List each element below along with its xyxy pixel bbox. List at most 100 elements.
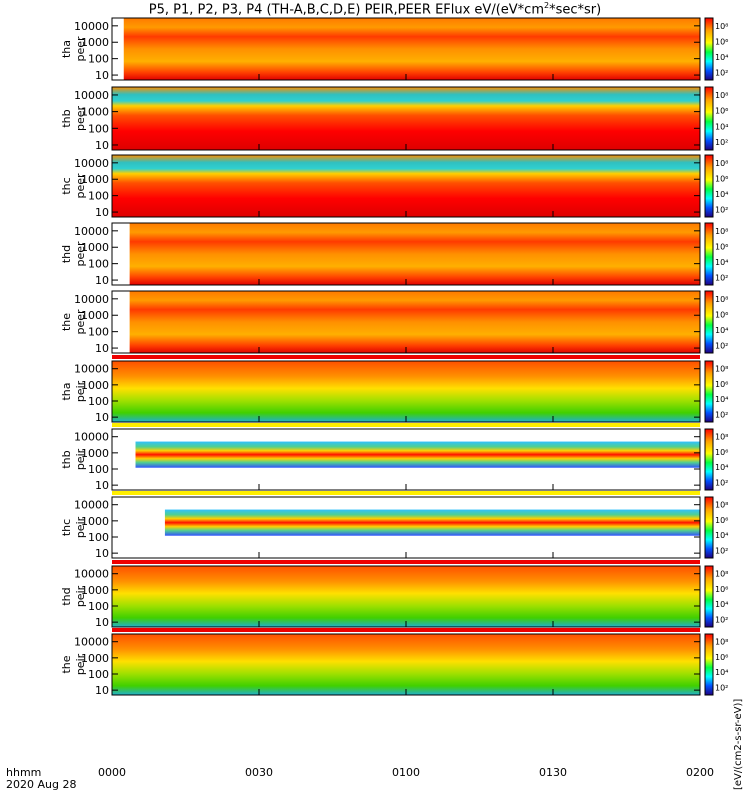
colorbar-tick-label: 10⁶ xyxy=(715,653,728,662)
colorbar-tick-label: 10⁶ xyxy=(715,380,728,389)
colorbar xyxy=(704,496,714,559)
y-tick-label: 10000 xyxy=(74,636,109,649)
colorbar xyxy=(704,360,714,423)
y-tick-label: 10 xyxy=(95,342,109,355)
panel-probe-label: thd xyxy=(60,245,73,263)
y-tick-label: 1000 xyxy=(81,652,109,665)
colorbar-tick-label: 10⁸ xyxy=(715,638,728,647)
y-tick-label: 1000 xyxy=(81,173,109,186)
colorbar-tick-label: 10⁸ xyxy=(715,295,728,304)
panel-probe-label: thb xyxy=(60,450,73,468)
colorbar xyxy=(704,428,714,491)
spectrogram-top-stripe xyxy=(112,628,700,632)
y-tick-label: 100 xyxy=(88,395,109,408)
colorbar-tick-label: 10⁸ xyxy=(715,227,728,236)
y-tick-label: 100 xyxy=(88,122,109,135)
colorbar-tick-label: 10⁶ xyxy=(715,310,728,319)
y-tick-label: 10000 xyxy=(74,363,109,376)
colorbar-tick-label: 10⁶ xyxy=(715,516,728,525)
y-tick-label: 100 xyxy=(88,531,109,544)
colorbar xyxy=(704,17,714,81)
x-tick-label: 0000 xyxy=(98,766,126,779)
y-tick-label: 100 xyxy=(88,190,109,203)
panel-product-label: peer xyxy=(74,241,87,267)
y-tick-label: 10 xyxy=(95,69,109,82)
y-tick-label: 1000 xyxy=(81,515,109,528)
panel-probe-label: thd xyxy=(60,587,73,605)
colorbar-tick-label: 10² xyxy=(715,341,728,350)
colorbar-tick-label: 10² xyxy=(715,68,728,77)
spectrogram-image xyxy=(112,634,700,695)
y-tick-label: 10 xyxy=(95,684,109,697)
y-tick-label: 10000 xyxy=(74,499,109,512)
panel-product-label: peer xyxy=(74,173,87,199)
colorbar-tick-label: 10² xyxy=(715,138,728,147)
spectrogram-image xyxy=(112,361,700,422)
y-tick-label: 100 xyxy=(88,258,109,271)
spectrogram-image xyxy=(112,87,700,150)
colorbar-tick-label: 10⁴ xyxy=(715,531,728,540)
panel-probe-label: thc xyxy=(60,519,73,536)
colorbar-tick-label: 10⁶ xyxy=(715,242,728,251)
colorbar-tick-label: 10⁸ xyxy=(715,365,728,374)
y-tick-label: 10 xyxy=(95,274,109,287)
panel-probe-label: the xyxy=(60,655,73,673)
colorbar xyxy=(704,222,714,286)
y-tick-label: 10000 xyxy=(74,568,109,581)
spectrogram-band xyxy=(164,509,701,536)
colorbar-tick-label: 10⁶ xyxy=(715,585,728,594)
panel-probe-label: the xyxy=(60,313,73,331)
y-tick-label: 1000 xyxy=(81,447,109,460)
colorbar-tick-label: 10⁶ xyxy=(715,37,728,46)
y-tick-label: 10000 xyxy=(74,225,109,238)
y-tick-label: 10000 xyxy=(74,157,109,170)
colorbar-tick-label: 10⁴ xyxy=(715,463,728,472)
colorbar-tick-label: 10² xyxy=(715,273,728,282)
colorbar-tick-label: 10⁸ xyxy=(715,91,728,100)
y-tick-label: 10 xyxy=(95,411,109,424)
y-tick-label: 100 xyxy=(88,668,109,681)
y-tick-label: 1000 xyxy=(81,36,109,49)
spectrogram-image xyxy=(129,223,700,285)
colorbar-tick-label: 10⁴ xyxy=(715,53,728,62)
panel-product-label: peir xyxy=(74,448,87,470)
y-tick-label: 10 xyxy=(95,547,109,560)
panel-product-label: peir xyxy=(74,380,87,402)
panel-product-label: peir xyxy=(74,653,87,675)
colorbar-tick-label: 10⁴ xyxy=(715,326,728,335)
colorbar-tick-label: 10² xyxy=(715,410,728,419)
colorbar-tick-label: 10⁴ xyxy=(715,258,728,267)
y-tick-label: 1000 xyxy=(81,379,109,392)
y-tick-label: 1000 xyxy=(81,309,109,322)
colorbar-tick-label: 10⁸ xyxy=(715,501,728,510)
panel-probe-label: tha xyxy=(60,382,73,400)
y-tick-label: 10000 xyxy=(74,431,109,444)
spectrogram-top-stripe xyxy=(112,491,700,495)
panel-probe-label: thb xyxy=(60,109,73,127)
colorbar xyxy=(704,290,714,354)
x-tick-label: 0200 xyxy=(686,766,714,779)
spectrogram-image xyxy=(129,291,700,353)
x-tick-label: 0130 xyxy=(539,766,567,779)
y-tick-label: 10 xyxy=(95,479,109,492)
colorbar-tick-label: 10⁸ xyxy=(715,570,728,579)
colorbar-tick-label: 10² xyxy=(715,478,728,487)
spectrogram-image xyxy=(123,18,700,80)
colorbar xyxy=(704,565,714,628)
panel-product-label: peir xyxy=(74,516,87,538)
x-tick-label: 0030 xyxy=(245,766,273,779)
colorbar-tick-label: 10⁴ xyxy=(715,190,728,199)
panel-probe-label: tha xyxy=(60,40,73,58)
panel-product-label: peer xyxy=(74,36,87,62)
y-tick-label: 10 xyxy=(95,206,109,219)
colorbar-unit-label: [eV/(cm2-s-sr-eV)] xyxy=(733,698,744,790)
y-tick-label: 1000 xyxy=(81,106,109,119)
spectrogram-top-stripe xyxy=(112,355,700,359)
x-tick-label: 0100 xyxy=(392,766,420,779)
y-tick-label: 100 xyxy=(88,600,109,613)
panel-product-label: peer xyxy=(74,106,87,132)
colorbar-tick-label: 10² xyxy=(715,546,728,555)
colorbar-tick-label: 10⁸ xyxy=(715,22,728,31)
colorbar-tick-label: 10² xyxy=(715,615,728,624)
